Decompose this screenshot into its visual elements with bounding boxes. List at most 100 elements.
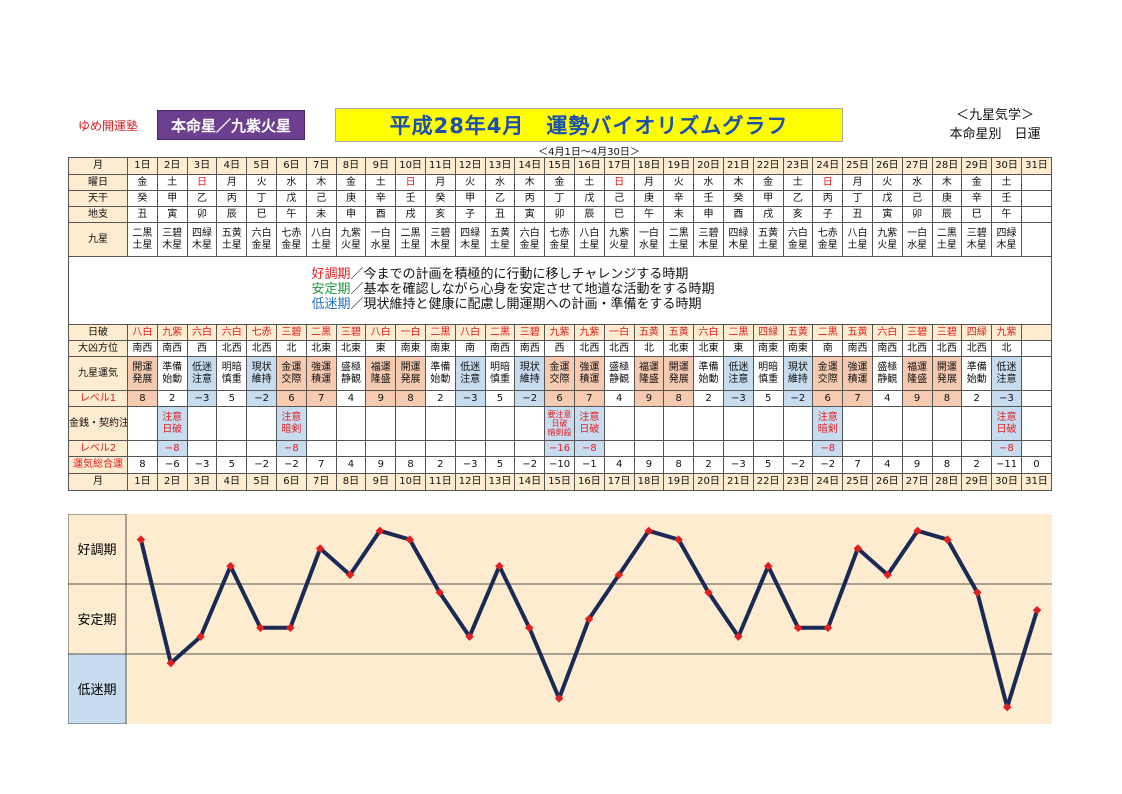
- level2-cell: −16: [544, 440, 575, 457]
- cell-line: 六白: [519, 228, 540, 239]
- kyusei-cell: 四緑 木星: [454, 222, 486, 257]
- cell-line: 静観: [340, 373, 361, 385]
- row-label-sogo: 運気総合運: [68, 456, 128, 474]
- month-cell: 22日: [752, 157, 784, 175]
- cell-line: 土星: [668, 239, 689, 251]
- month-cell: 10日: [395, 157, 426, 175]
- cell-line: 積運: [311, 373, 332, 385]
- nippa-cell: 六白: [871, 324, 903, 341]
- daikyo-cell: 東: [722, 340, 754, 357]
- cell-line: 四緑: [191, 228, 212, 239]
- month-cell: 31日: [1020, 157, 1053, 175]
- weekday-cell: 金: [127, 174, 158, 191]
- cell-line: 土星: [400, 239, 421, 251]
- cell-line: 土星: [489, 239, 510, 251]
- tenkan-cell: 戊: [573, 190, 605, 207]
- weekday-cell: 土: [365, 174, 397, 191]
- weekday-cell: 水: [275, 174, 307, 191]
- cell-line: 維持: [519, 373, 540, 385]
- unki-cell: 現状 維持: [246, 356, 277, 391]
- level1-cell: 7: [842, 390, 873, 407]
- cell-line: 一白: [638, 228, 659, 239]
- level2-cell: [722, 440, 754, 457]
- sogo-cell: 4: [335, 456, 367, 474]
- cell-line: 慎重: [758, 373, 779, 385]
- weekday-cell: 日: [812, 174, 844, 191]
- unki-cell: 低迷 注意: [722, 356, 754, 391]
- nippa-cell: 九紫: [156, 324, 188, 341]
- daikyo-cell: [1020, 340, 1053, 357]
- chishi-cell: 亥: [782, 206, 814, 223]
- month2-cell: 10日: [395, 473, 426, 491]
- month2-cell: 27日: [901, 473, 933, 491]
- nippa-cell: 三碧: [514, 324, 546, 341]
- level1-cell: 6: [275, 390, 307, 407]
- chishi-cell: 戌: [395, 206, 426, 223]
- cell-line: 維持: [251, 373, 272, 385]
- chishi-cell: 丑: [127, 206, 158, 223]
- level2-cell: [186, 440, 218, 457]
- level2-cell: [961, 440, 993, 457]
- cell-line: 開運: [936, 362, 957, 373]
- daikyo-cell: 南西: [127, 340, 158, 357]
- kyusei-cell: 八白 土星: [305, 222, 337, 257]
- sogo-cell: 0: [1020, 456, 1053, 474]
- tenkan-cell: 癸: [127, 190, 158, 207]
- daikyo-cell: 北東: [663, 340, 695, 357]
- unki-cell: 準備 始動: [961, 356, 993, 391]
- legend-desc: ／今までの計画を積極的に行動に移しチャレンジする時期: [350, 267, 689, 283]
- cell-line: 注意: [460, 373, 481, 385]
- tenkan-cell: 癸: [722, 190, 754, 207]
- kinsen-line: 注意: [817, 412, 838, 423]
- kyusei-cell: 三碧 木星: [961, 222, 993, 257]
- weekday-cell: 日: [186, 174, 218, 191]
- row-label-daikyo: 大凶方位: [68, 340, 128, 357]
- cell-line: 積運: [847, 373, 868, 385]
- kinsen-line: 注意: [281, 412, 302, 423]
- tenkan-cell: 甲: [156, 190, 188, 207]
- unki-cell: 開運 発展: [663, 356, 695, 391]
- level2-cell: [842, 440, 873, 457]
- level2-cell: [1020, 440, 1053, 457]
- cell-line: 準備: [430, 362, 451, 373]
- cell-line: 交際: [549, 373, 570, 385]
- daikyo-cell: 西: [186, 340, 218, 357]
- level2-cell: [365, 440, 397, 457]
- sogo-cell: 2: [424, 456, 456, 474]
- data-point: [166, 658, 176, 668]
- row-label-chishi: 地支: [68, 206, 128, 223]
- kinsen-line: 日破: [551, 418, 568, 428]
- zone-label: 安定期: [77, 613, 116, 628]
- chishi-cell: 戌: [752, 206, 784, 223]
- cell-line: 一白: [907, 228, 928, 239]
- sogo-cell: −10: [544, 456, 575, 474]
- tenkan-cell: 壬: [693, 190, 724, 207]
- cell-line: 発展: [936, 373, 957, 385]
- cell-line: 土星: [132, 239, 153, 251]
- nippa-cell: 五黄: [663, 324, 695, 341]
- month2-cell: 16日: [573, 473, 605, 491]
- month2-cell: 4日: [216, 473, 248, 491]
- chishi-cell: 巳: [603, 206, 635, 223]
- kinsen-line: 暗剣殺: [547, 428, 572, 438]
- chishi-cell: 子: [812, 206, 844, 223]
- chishi-cell: 酉: [722, 206, 754, 223]
- tenkan-cell: 庚: [633, 190, 665, 207]
- cell-line: 六白: [787, 228, 808, 239]
- level1-cell: 8: [663, 390, 695, 407]
- kyusei-cell: 六白 金星: [514, 222, 546, 257]
- legend-line: 安定期／基本を確認しながら心身を安定させて地道な活動をする時期: [312, 282, 1051, 298]
- nippa-cell: 二黒: [484, 324, 516, 341]
- kyusei-cell: 九紫 火星: [871, 222, 903, 257]
- tenkan-cell: 乙: [484, 190, 516, 207]
- cell-line: 強運: [311, 362, 332, 373]
- chishi-cell: 午: [275, 206, 307, 223]
- kinsen-line: 要注意: [547, 409, 572, 419]
- cell-line: 水星: [638, 239, 659, 251]
- nippa-cell: 四緑: [961, 324, 993, 341]
- legend-box: 好調期／今までの計画を積極的に行動に移しチャレンジする時期 安定期／基本を確認しな…: [127, 256, 1052, 325]
- weekday-cell: 火: [663, 174, 695, 191]
- chishi-cell: 寅: [514, 206, 546, 223]
- level1-cell: 5: [216, 390, 248, 407]
- level1-cell: −2: [514, 390, 546, 407]
